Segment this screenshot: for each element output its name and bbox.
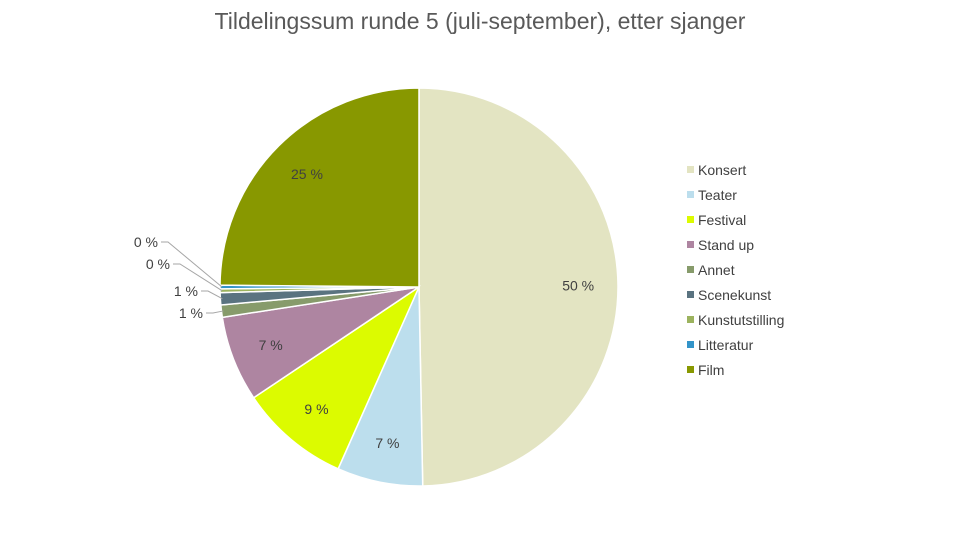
data-label-festival: 9 %: [304, 401, 328, 417]
pie-slice-film: [219, 87, 420, 288]
legend-swatch: [687, 191, 694, 198]
legend-label: Festival: [698, 211, 747, 228]
legend-label: Film: [698, 361, 725, 378]
pie-slice-festival: [252, 284, 421, 470]
legend-label: Konsert: [698, 161, 747, 178]
data-label-scenekunst: 1 %: [174, 283, 198, 299]
legend-swatch: [687, 166, 694, 173]
legend-label: Kunstutstilling: [698, 311, 785, 328]
legend-item-teater: Teater: [687, 182, 784, 207]
legend-swatch: [687, 366, 694, 373]
chart-title: Tildelingssum runde 5 (juli-september), …: [214, 8, 746, 34]
legend-swatch: [687, 216, 694, 223]
legend: Konsert Teater Festival Stand up Annet Scenek…: [687, 157, 784, 382]
leader-line-scenekunst: [201, 290, 223, 300]
legend-item-stand-up: Stand up: [687, 232, 784, 257]
legend-item-scenekunst: Scenekunst: [687, 282, 784, 307]
legend-swatch: [687, 241, 694, 248]
data-label-film: 25 %: [291, 166, 323, 182]
data-label-kunstutstilling: 0 %: [146, 256, 170, 272]
legend-swatch: [687, 341, 694, 348]
legend-swatch: [687, 316, 694, 323]
legend-item-annet: Annet: [687, 257, 784, 282]
legend-item-litteratur: Litteratur: [687, 332, 784, 357]
legend-label: Scenekunst: [698, 286, 772, 303]
pie-slice-konsert: [418, 87, 619, 487]
legend-label: Litteratur: [698, 336, 754, 353]
data-label-teater: 7 %: [375, 435, 399, 451]
data-label-litteratur: 0 %: [134, 234, 158, 250]
legend-item-kunstutstilling: Kunstutstilling: [687, 307, 784, 332]
data-label-konsert: 50 %: [562, 278, 594, 294]
leader-line-annet: [206, 310, 224, 314]
data-label-stand-up: 7 %: [259, 337, 283, 353]
legend-label: Stand up: [698, 236, 755, 253]
legend-label: Teater: [698, 186, 737, 203]
legend-label: Annet: [698, 261, 735, 278]
legend-swatch: [687, 266, 694, 273]
legend-item-festival: Festival: [687, 207, 784, 232]
leader-line-kunstutstilling: [173, 263, 223, 292]
legend-swatch: [687, 291, 694, 298]
legend-item-film: Film: [687, 357, 784, 382]
data-label-annet: 1 %: [179, 305, 203, 321]
legend-item-konsert: Konsert: [687, 157, 784, 182]
leader-line-litteratur: [161, 241, 223, 288]
